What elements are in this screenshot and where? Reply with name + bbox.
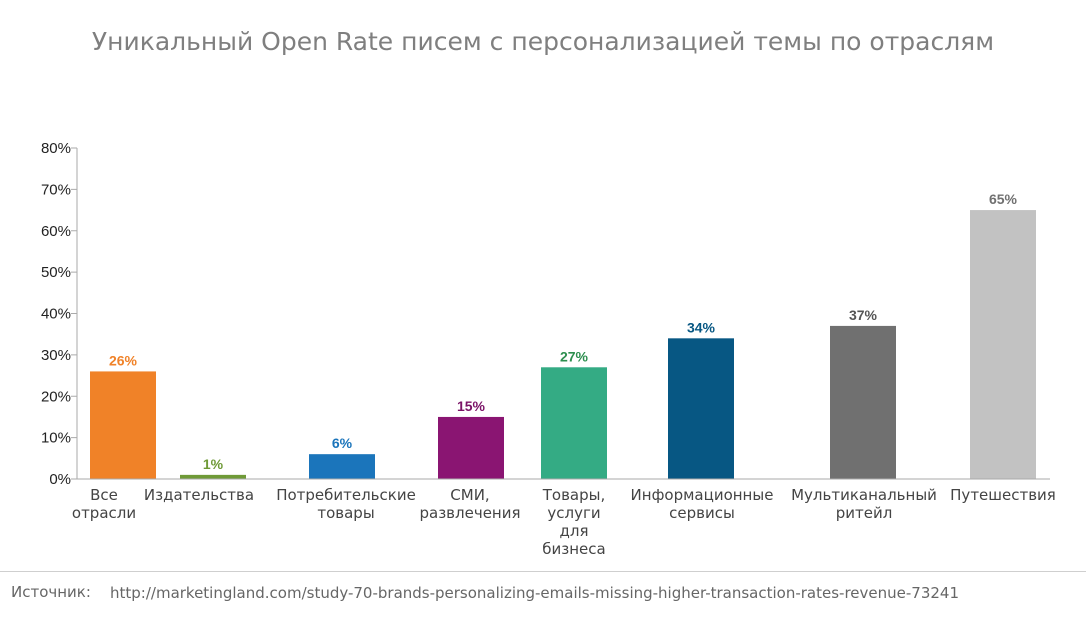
footer-divider <box>0 571 1086 572</box>
y-tick-label: 20% <box>41 388 71 405</box>
y-tick-label: 10% <box>41 430 71 447</box>
y-tick-label: 60% <box>41 223 71 240</box>
x-axis: Все отрасли Издательства Потребительские тов… <box>72 478 1056 558</box>
bar-value-label: 34% <box>687 319 716 335</box>
x-category-label: Путешествия <box>950 486 1056 504</box>
x-category-label: Мультиканальный ритейл <box>791 486 937 522</box>
bar-chart: 0% 10% 20% 30% 40% 50% 60% 70% 80% 26% 1% 6% 15% 27%… <box>41 140 1056 558</box>
bar-value-label: 1% <box>203 456 224 472</box>
bar <box>541 367 607 479</box>
bar <box>90 371 156 479</box>
bar <box>668 338 734 479</box>
x-category-label: Товары, услуги для бизнеса <box>542 486 606 558</box>
bars: 26% 1% 6% 15% 27% 34% 37% 65% <box>90 191 1036 479</box>
source-label: Источник: <box>11 583 91 601</box>
bar <box>970 210 1036 479</box>
bar <box>438 416 504 479</box>
y-tick-label: 30% <box>41 347 71 364</box>
y-tick-label: 80% <box>41 140 71 157</box>
bar-value-label: 26% <box>109 352 138 368</box>
x-category-label: Все отрасли <box>72 486 136 522</box>
y-tick-label: 70% <box>41 181 71 198</box>
bar-value-label: 65% <box>989 191 1018 207</box>
bar-value-label: 27% <box>560 348 589 364</box>
chart-title: Уникальный Open Rate писем с персонализа… <box>91 27 995 56</box>
y-tick-label: 50% <box>41 264 71 281</box>
y-tick-label: 0% <box>49 471 71 488</box>
bar-value-label: 37% <box>849 307 878 323</box>
bar-value-label: 6% <box>332 435 353 451</box>
y-axis: 0% 10% 20% 30% 40% 50% 60% 70% 80% <box>41 140 78 488</box>
bar <box>180 474 246 479</box>
source-url: http://marketingland.com/study-70-brands… <box>110 584 959 602</box>
x-category-label: Потребительские товары <box>276 486 416 522</box>
bar <box>309 454 375 479</box>
x-category-label: СМИ, развлечения <box>419 486 520 522</box>
bar-value-label: 15% <box>457 398 486 414</box>
bar <box>830 325 896 479</box>
x-category-label: Информационные сервисы <box>631 486 774 522</box>
y-tick-label: 40% <box>41 306 71 323</box>
x-category-label: Издательства <box>144 486 254 504</box>
